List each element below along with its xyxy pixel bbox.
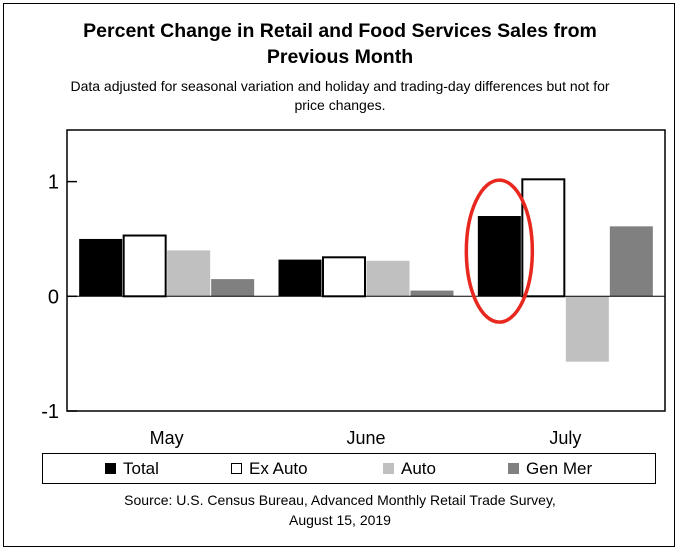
bars-group xyxy=(79,178,653,362)
legend-label: Auto xyxy=(401,458,436,478)
bar-gen-mer-july xyxy=(609,226,653,297)
y-tick-label: 1 xyxy=(48,172,59,194)
legend-swatch xyxy=(105,463,116,474)
bar-gen-mer-june xyxy=(410,290,454,297)
bar-total-june xyxy=(278,259,322,297)
bar-total-july xyxy=(477,216,521,297)
plot-area xyxy=(66,129,666,412)
legend-label: Gen Mer xyxy=(526,458,593,478)
x-tick-label: July xyxy=(549,428,581,448)
legend-swatch xyxy=(508,463,519,474)
chart-subtitle-line-2: price changes. xyxy=(294,97,386,113)
legend-item-auto: Auto xyxy=(383,454,436,483)
chart-subtitle-line-1: Data adjusted for seasonal variation and… xyxy=(70,78,610,94)
highlight-ellipse xyxy=(464,178,535,324)
bar-ex-auto-june xyxy=(322,256,366,298)
source-note: Source: U.S. Census Bureau, Advanced Mon… xyxy=(0,490,680,530)
legend-swatch xyxy=(231,463,242,474)
y-tick-label: -1 xyxy=(41,401,59,423)
chart-title-line-1: Percent Change in Retail and Food Servic… xyxy=(83,20,597,42)
bar-total-may xyxy=(79,238,123,297)
chart-title: Percent Change in Retail and Food Servic… xyxy=(0,18,680,70)
y-tick-label: 0 xyxy=(48,286,59,308)
legend-item-gen-mer: Gen Mer xyxy=(508,454,592,483)
chart-subtitle: Data adjusted for seasonal variation and… xyxy=(0,77,680,115)
bar-ex-auto-may xyxy=(122,234,167,298)
legend-swatch xyxy=(383,463,394,474)
chart-title-line-2: Previous Month xyxy=(266,46,414,68)
x-tick-label: June xyxy=(346,428,385,448)
bar-auto-july xyxy=(565,296,609,362)
source-line-1: Source: U.S. Census Bureau, Advanced Mon… xyxy=(124,492,556,508)
legend: Total Ex Auto Auto Gen Mer xyxy=(42,453,656,484)
source-line-2: August 15, 2019 xyxy=(289,512,391,528)
legend-label: Ex Auto xyxy=(249,458,308,478)
bar-gen-mer-may xyxy=(211,279,255,297)
legend-item-ex-auto: Ex Auto xyxy=(231,454,308,483)
legend-item-total: Total xyxy=(105,454,159,483)
y-axis: 1 0 -1 xyxy=(41,172,77,423)
bar-auto-may xyxy=(167,250,211,297)
x-tick-label: May xyxy=(150,428,184,448)
bar-auto-june xyxy=(366,260,410,297)
x-axis: May June July xyxy=(150,428,582,448)
legend-label: Total xyxy=(123,458,159,478)
